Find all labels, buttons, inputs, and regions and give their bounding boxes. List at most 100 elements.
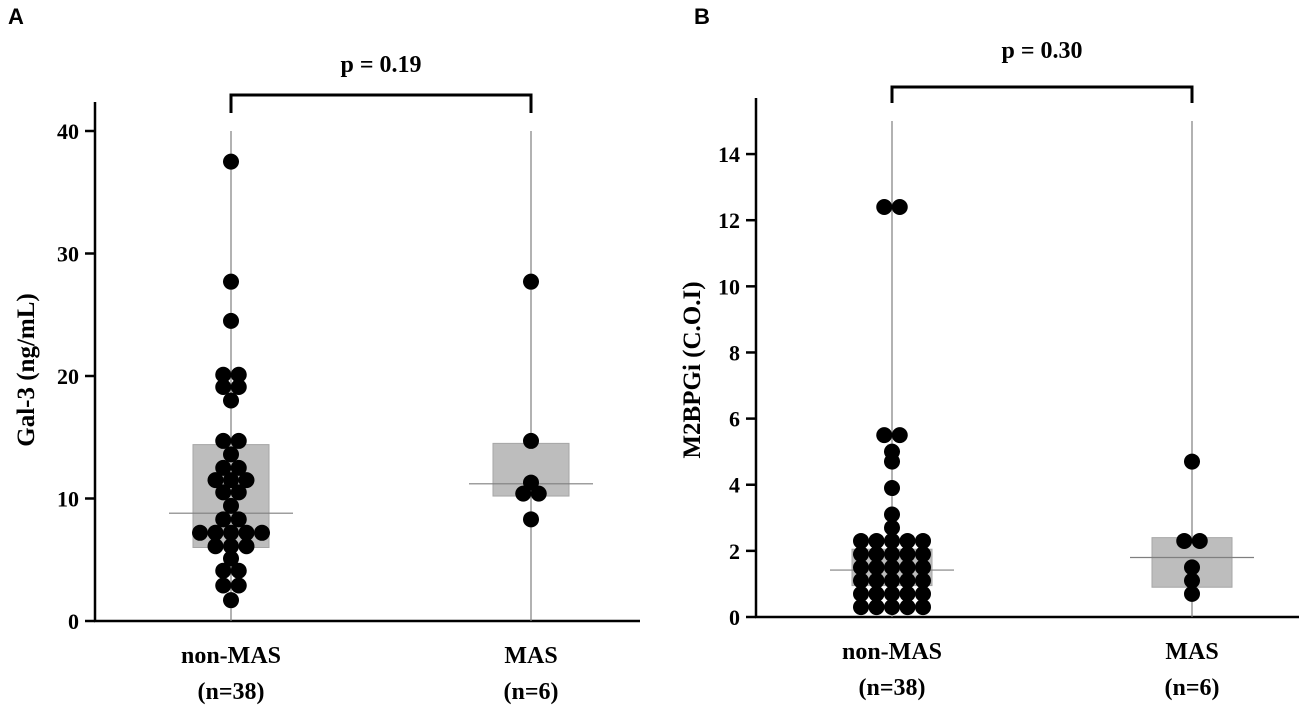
data-point — [215, 432, 232, 449]
comparison-bracket — [890, 85, 1194, 103]
y-tick-label: 10 — [57, 487, 79, 512]
data-point — [884, 546, 900, 563]
data-point — [215, 562, 232, 579]
data-point — [899, 572, 916, 589]
data-point — [884, 480, 900, 497]
group-non-mas — [830, 121, 954, 617]
data-point — [884, 599, 900, 616]
data-point — [523, 432, 539, 449]
data-point — [853, 532, 869, 549]
panel-b: B 0 2 4 6 8 10 12 14 M2BPGi (C.O.I) non-MAS (n=38) M… — [679, 4, 1299, 701]
data-point — [192, 524, 208, 541]
group-mas — [469, 131, 593, 621]
data-point — [891, 427, 908, 444]
data-point — [207, 538, 224, 555]
data-point — [1176, 532, 1193, 549]
data-point — [876, 198, 893, 215]
y-tick-label: 2 — [729, 539, 740, 564]
y-axis-title: M2BPGi (C.O.I) — [679, 281, 706, 458]
data-point — [876, 427, 893, 444]
data-point — [238, 472, 255, 489]
data-point — [1184, 572, 1200, 589]
group-n-label: (n=6) — [503, 679, 558, 705]
y-tick-label: 10 — [718, 274, 740, 299]
data-point — [915, 585, 931, 602]
group-n-label: (n=38) — [197, 679, 264, 705]
data-point — [523, 474, 539, 491]
data-point — [223, 497, 239, 514]
data-point — [899, 532, 916, 549]
y-tick-label: 0 — [68, 609, 79, 634]
data-point — [915, 559, 931, 576]
data-point — [230, 366, 247, 383]
group-n-label: (n=38) — [858, 675, 925, 701]
data-point — [223, 538, 239, 555]
data-point — [230, 459, 247, 476]
y-tick-label: 40 — [57, 119, 79, 144]
data-point — [884, 559, 900, 576]
group-non-mas — [169, 131, 293, 621]
y-tick-label: 14 — [718, 142, 740, 167]
data-point — [1184, 585, 1200, 602]
data-point — [238, 524, 255, 541]
y-tick-label: 6 — [729, 407, 740, 432]
data-point — [868, 532, 885, 549]
data-point — [899, 599, 916, 616]
data-point — [853, 585, 869, 602]
data-point — [853, 546, 869, 563]
data-point — [207, 472, 224, 489]
data-point — [884, 585, 900, 602]
panel-letter: A — [8, 4, 24, 29]
data-point — [230, 562, 247, 579]
data-point — [899, 585, 916, 602]
data-point — [523, 511, 539, 528]
y-tick-label: 12 — [718, 208, 740, 233]
data-point — [868, 599, 885, 616]
data-point — [891, 198, 908, 215]
data-point — [230, 511, 247, 528]
data-point — [868, 559, 885, 576]
data-point — [853, 559, 869, 576]
y-tick-label: 30 — [57, 242, 79, 267]
data-point — [1184, 559, 1200, 576]
p-value-label: p = 0.19 — [340, 52, 421, 78]
data-point — [868, 572, 885, 589]
data-point — [223, 592, 239, 609]
data-point — [884, 519, 900, 536]
data-point — [215, 459, 232, 476]
data-point — [523, 273, 539, 290]
y-tick-label: 8 — [729, 340, 740, 365]
y-axis-title: Gal-3 (ng/mL) — [13, 293, 40, 446]
data-point — [853, 599, 869, 616]
y-tick-label: 20 — [57, 364, 79, 389]
data-point — [230, 484, 247, 501]
data-point — [915, 546, 931, 563]
group-label: MAS — [1165, 639, 1218, 665]
data-point — [223, 524, 239, 541]
data-point — [223, 273, 239, 290]
group-n-label: (n=6) — [1164, 675, 1219, 701]
data-point — [215, 484, 232, 501]
data-point — [254, 524, 270, 541]
data-point — [899, 559, 916, 576]
data-point — [1191, 532, 1208, 549]
data-point — [915, 532, 931, 549]
data-point — [230, 577, 247, 594]
data-point — [915, 572, 931, 589]
y-tick-label: 4 — [729, 473, 740, 498]
data-point — [223, 446, 239, 463]
data-point — [223, 550, 239, 567]
data-point — [230, 379, 247, 396]
data-point — [230, 432, 247, 449]
data-point — [884, 443, 900, 460]
data-point — [215, 511, 232, 528]
data-point — [215, 577, 232, 594]
data-point — [215, 379, 232, 396]
data-point — [215, 366, 232, 383]
data-point — [223, 312, 239, 329]
y-tick-label: 0 — [729, 605, 740, 630]
data-point — [853, 572, 869, 589]
comparison-bracket — [229, 93, 533, 113]
data-point — [868, 546, 885, 563]
